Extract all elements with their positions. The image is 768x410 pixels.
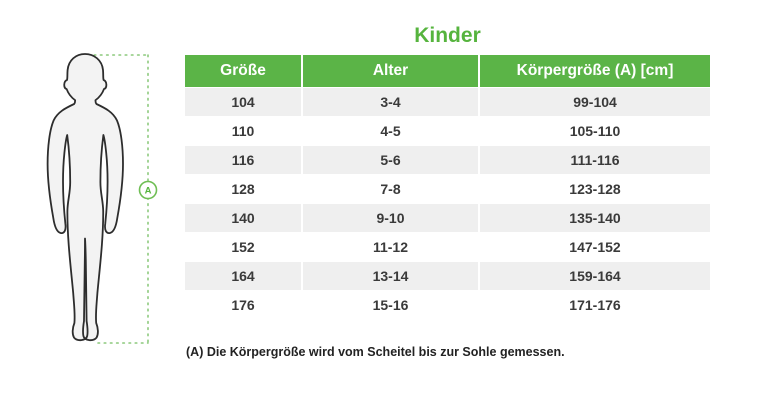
- table-cell-height: 135-140: [480, 204, 710, 232]
- child-height-figure: A: [46, 53, 158, 344]
- table-cell-age: 3-4: [303, 88, 478, 116]
- table-cell-age: 13-14: [303, 262, 478, 290]
- table-cell-size: 164: [185, 262, 301, 290]
- table-cell-size: 104: [185, 88, 301, 116]
- col-header-groesse: Größe: [185, 55, 301, 87]
- table-cell-height: 99-104: [480, 88, 710, 116]
- table-cell-age: 15-16: [303, 291, 478, 319]
- table-cell-size: 176: [185, 291, 301, 319]
- child-silhouette: [46, 53, 124, 342]
- table-cell-size: 116: [185, 146, 301, 174]
- col-header-koerpergroesse: Körpergröße (A) [cm]: [480, 55, 710, 87]
- table-cell-size: 152: [185, 233, 301, 261]
- measurement-footnote: (A) Die Körpergröße wird vom Scheitel bi…: [186, 345, 565, 359]
- table-cell-age: 4-5: [303, 117, 478, 145]
- col-header-alter: Alter: [303, 55, 478, 87]
- table-cell-size: 128: [185, 175, 301, 203]
- page-title: Kinder: [414, 24, 481, 47]
- table-cell-height: 159-164: [480, 262, 710, 290]
- height-marker-label: A: [145, 186, 152, 197]
- size-table: Größe Alter Körpergröße (A) [cm] 104 3-4…: [185, 55, 710, 319]
- table-cell-height: 105-110: [480, 117, 710, 145]
- height-marker-badge: A: [138, 180, 158, 200]
- table-cell-height: 123-128: [480, 175, 710, 203]
- table-cell-height: 111-116: [480, 146, 710, 174]
- table-cell-size: 140: [185, 204, 301, 232]
- table-cell-height: 147-152: [480, 233, 710, 261]
- table-cell-age: 5-6: [303, 146, 478, 174]
- table-cell-height: 171-176: [480, 291, 710, 319]
- table-cell-size: 110: [185, 117, 301, 145]
- table-cell-age: 7-8: [303, 175, 478, 203]
- table-cell-age: 9-10: [303, 204, 478, 232]
- table-cell-age: 11-12: [303, 233, 478, 261]
